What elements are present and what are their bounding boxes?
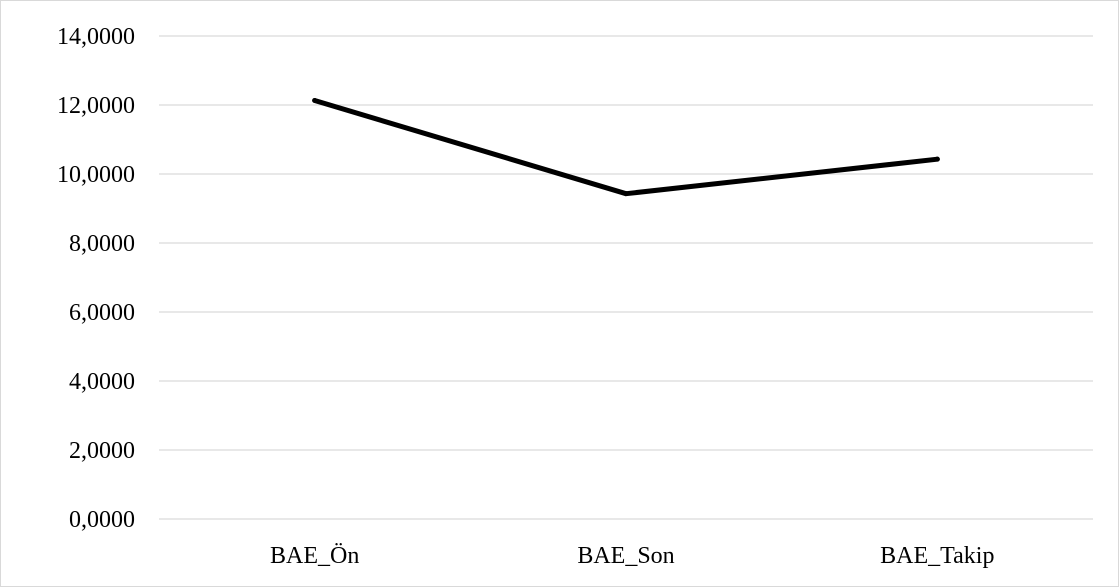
series-layer (312, 98, 940, 197)
data-point (623, 191, 629, 197)
y-tick-label: 2,0000 (69, 438, 135, 464)
y-tick-label: 8,0000 (69, 231, 135, 257)
y-tick-label: 6,0000 (69, 300, 135, 326)
x-tick-label: BAE_Ön (270, 543, 359, 569)
y-tick-label: 14,0000 (57, 24, 135, 50)
y-tick-label: 10,0000 (57, 162, 135, 188)
gridlines (159, 35, 1093, 520)
x-tick-label: BAE_Takip (880, 543, 994, 569)
data-point (934, 156, 940, 162)
y-tick-label: 12,0000 (57, 93, 135, 119)
series-line (312, 98, 940, 197)
y-tick-label: 4,0000 (69, 369, 135, 395)
x-tick-label: BAE_Son (577, 543, 674, 569)
data-point (312, 98, 318, 104)
y-tick-label: 0,0000 (69, 507, 135, 533)
x-axis-tick-labels: BAE_Ön BAE_Son BAE_Takip (270, 543, 994, 569)
y-axis-tick-labels: 0,0000 2,0000 4,0000 6,0000 8,0000 10,0000 12,… (57, 24, 135, 533)
